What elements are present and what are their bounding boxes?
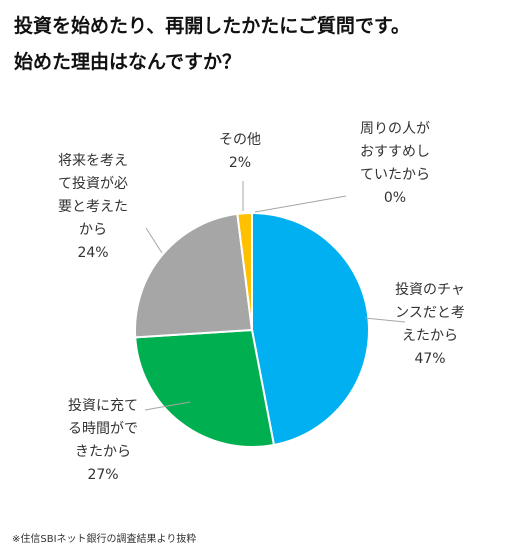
slice-label-recommend: 周りの人がおすすめしていたから 0% xyxy=(360,121,430,206)
slice-label-line: きたから xyxy=(75,444,131,460)
leader-line-chance xyxy=(364,317,406,323)
slice-label-line: 要と考えた xyxy=(58,199,128,215)
source-footnote: ※住信SBIネット銀行の調査結果より抜粋 xyxy=(12,534,197,545)
slice-value-future: 24% xyxy=(77,245,108,261)
slice-labels: 投資のチャンスだと考えたから 47% 投資に充てる時間ができたから 27% 将来を考えて… xyxy=(58,121,465,483)
slice-label-line: 投資のチャ xyxy=(395,282,465,298)
slice-value-other: 2% xyxy=(229,155,251,171)
slice-label-line: えたから xyxy=(402,328,458,344)
slice-label-line: 投資に充て xyxy=(68,398,138,414)
pie-slice-time xyxy=(134,328,276,448)
leader-line-future xyxy=(145,227,163,254)
slice-label-chance: 投資のチャンスだと考えたから 47% xyxy=(395,282,465,367)
slice-label-line: て投資が必 xyxy=(58,176,128,192)
slice-label-line: 将来を考え xyxy=(58,153,128,169)
slice-label-time: 投資に充てる時間ができたから 27% xyxy=(68,398,138,483)
slice-label-line: その他 xyxy=(219,132,261,148)
page-title: 投資を始めたり、再開したかたにご質問です。 始めた理由はなんですか？ xyxy=(14,8,504,80)
pie-slices xyxy=(134,211,370,448)
slice-value-time: 27% xyxy=(87,467,118,483)
slice-value-recommend: 0% xyxy=(384,190,406,206)
slice-label-line: ンスだと考 xyxy=(395,305,465,321)
slice-label-line: る時間がで xyxy=(68,421,138,437)
title-line-2: 始めた理由はなんですか？ xyxy=(14,51,242,73)
title-line-1: 投資を始めたり、再開したかたにご質問です。 xyxy=(14,15,410,37)
leader-line-time xyxy=(144,401,191,411)
slice-value-chance: 47% xyxy=(414,351,445,367)
pie-slice-chance xyxy=(251,211,370,447)
pie-slice-future xyxy=(134,212,254,339)
leader-lines xyxy=(144,181,406,411)
slice-label-line: おすすめし xyxy=(360,144,430,160)
pie-slice-other xyxy=(236,211,253,331)
slice-label-future: 将来を考えて投資が必要と考えたから 24% xyxy=(58,153,128,261)
slice-label-line: から xyxy=(79,222,107,238)
leader-line-recommend xyxy=(254,195,347,213)
slice-label-other: その他 2% xyxy=(219,132,261,171)
slice-label-line: ていたから xyxy=(360,167,430,183)
slice-label-line: 周りの人が xyxy=(360,121,430,137)
